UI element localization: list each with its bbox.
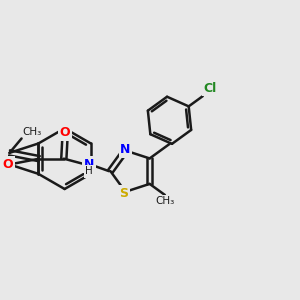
Text: H: H: [85, 167, 93, 176]
Text: CH₃: CH₃: [22, 127, 41, 137]
Text: S: S: [119, 187, 128, 200]
Text: CH₃: CH₃: [155, 196, 175, 206]
Text: N: N: [120, 143, 130, 157]
Text: N: N: [84, 158, 94, 171]
Text: Cl: Cl: [204, 82, 217, 95]
Text: O: O: [3, 158, 13, 171]
Text: O: O: [60, 126, 70, 139]
